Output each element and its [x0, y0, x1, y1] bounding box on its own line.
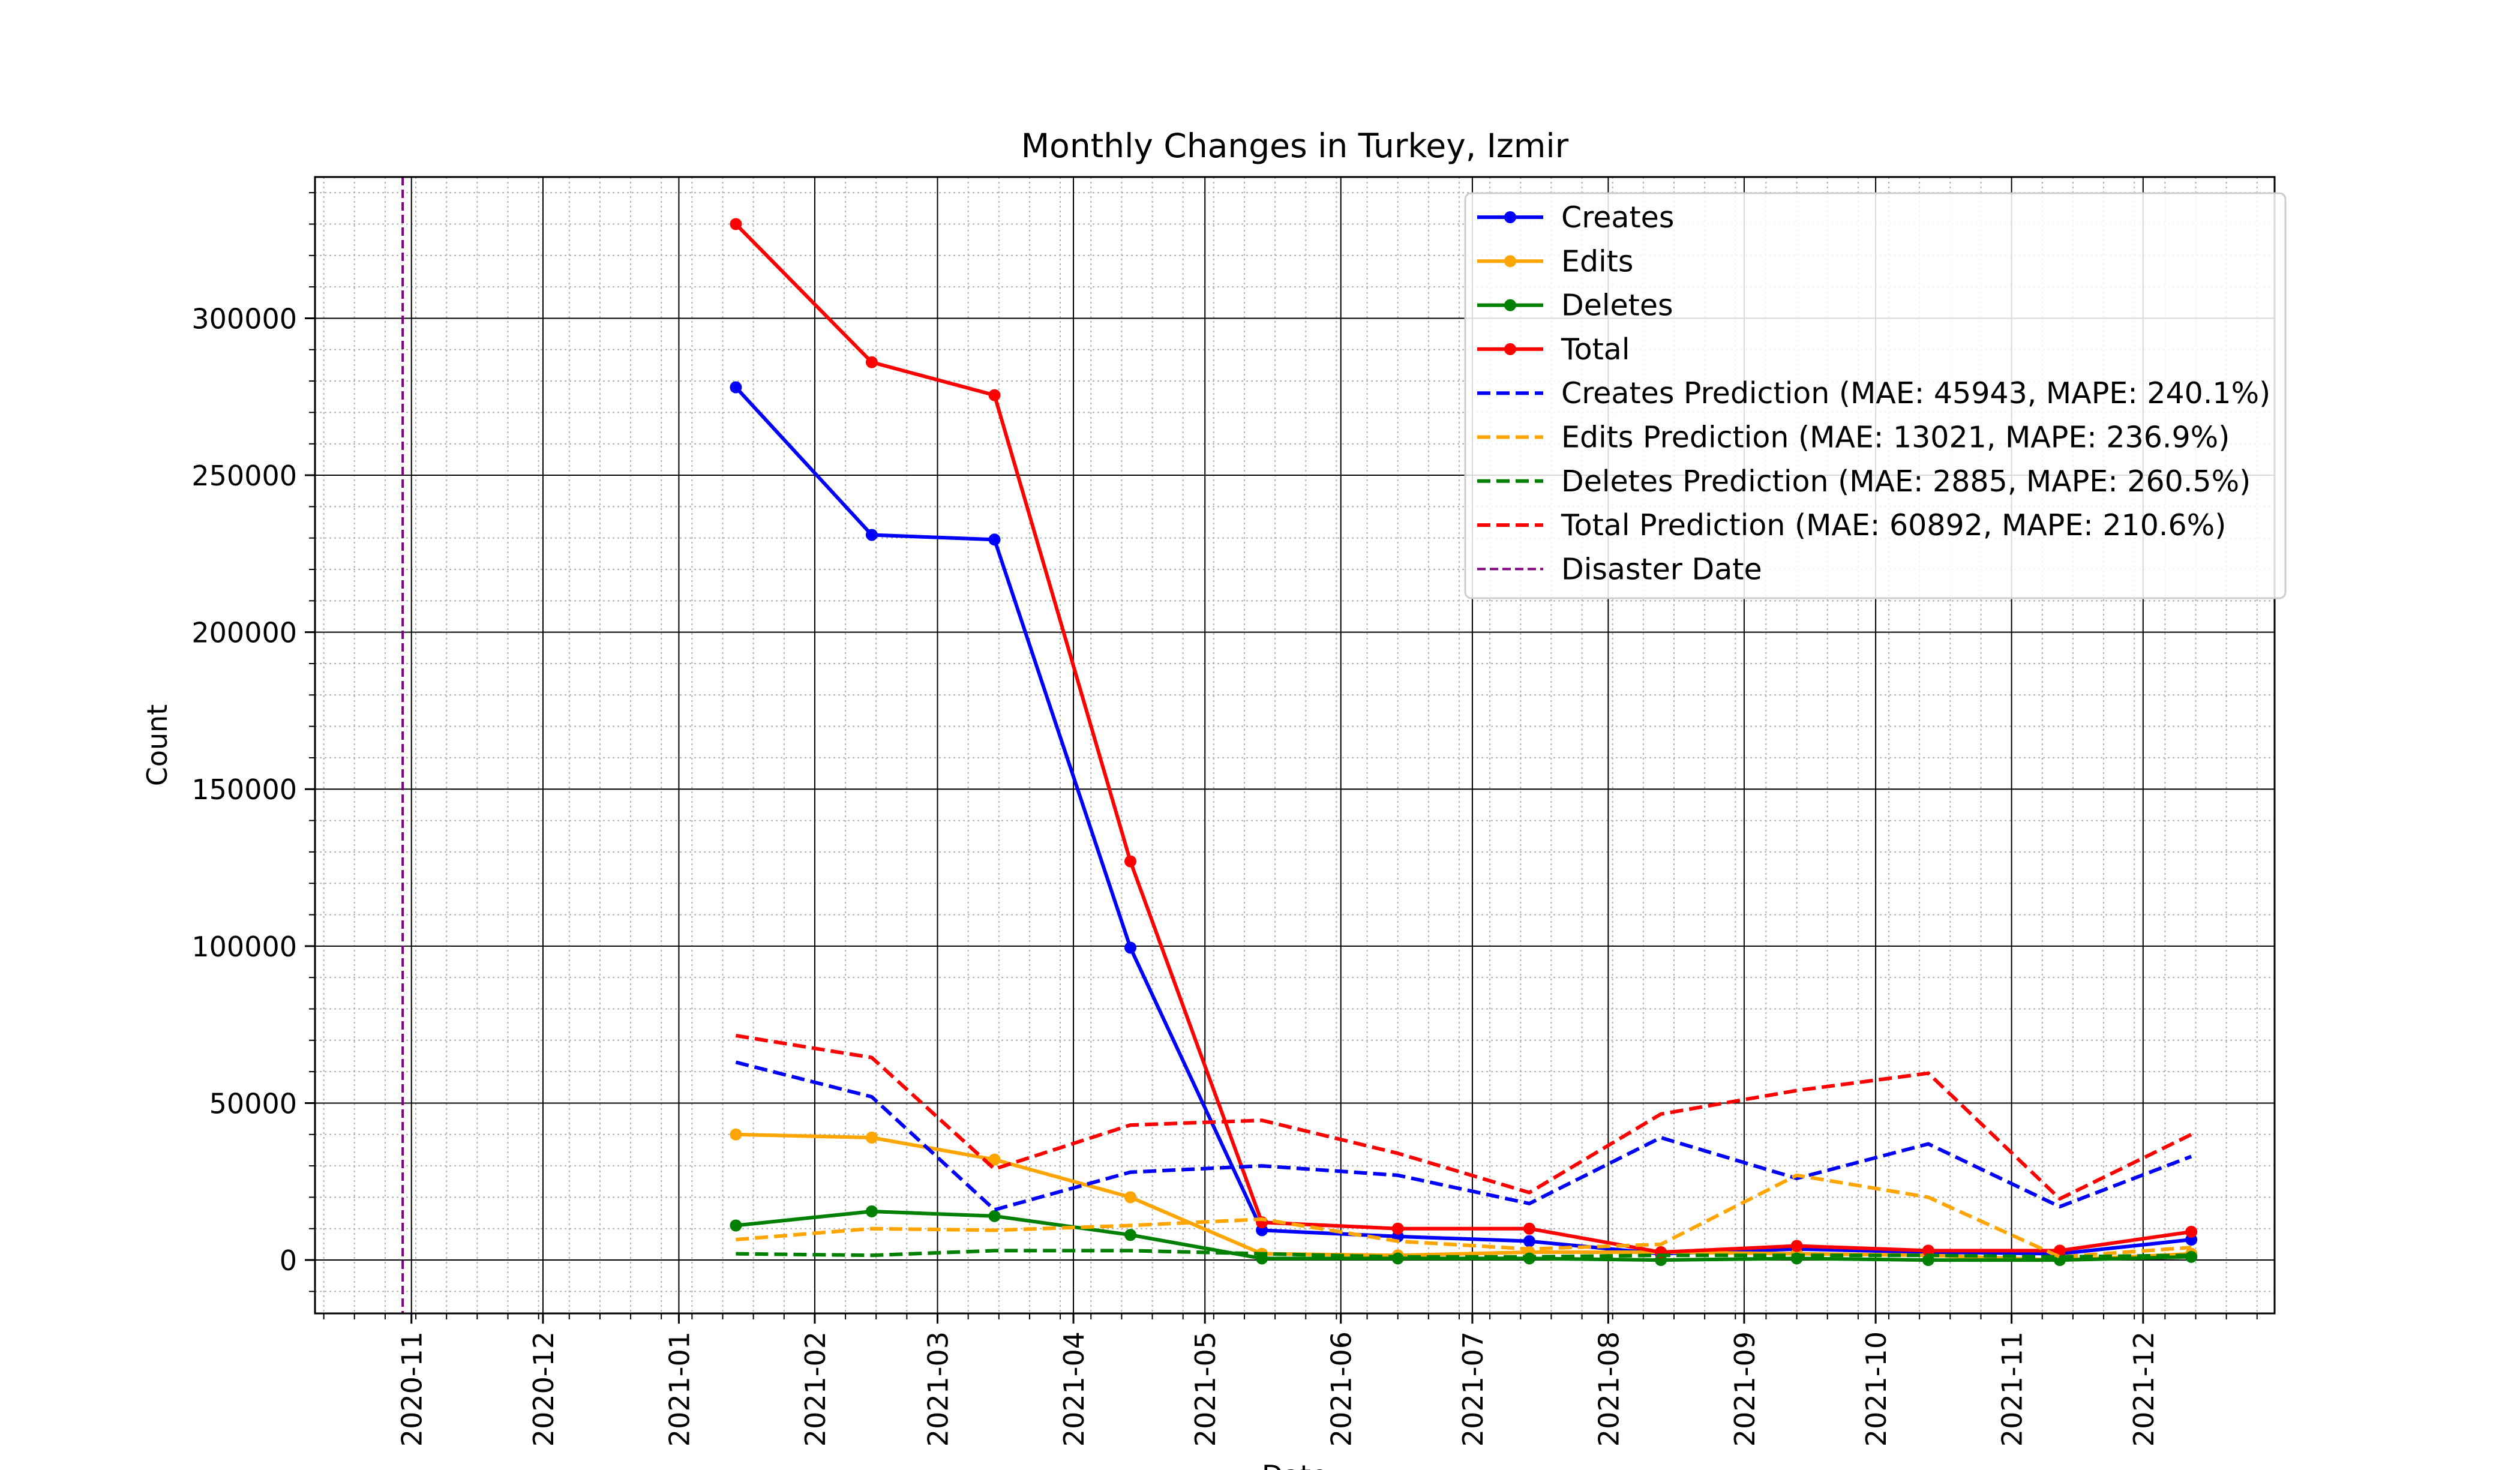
data-point	[988, 389, 1001, 401]
data-point	[865, 1205, 878, 1217]
legend-marker	[1504, 343, 1516, 355]
series-layer	[730, 218, 2198, 1267]
data-point	[988, 533, 1001, 546]
data-point	[730, 218, 742, 230]
x-tick-label: 2021-07	[1457, 1331, 1489, 1447]
x-tick-label: 2021-09	[1729, 1331, 1761, 1447]
y-tick-label: 0	[280, 1244, 297, 1277]
legend-box	[1464, 192, 2287, 599]
series-line	[735, 1060, 2192, 1212]
data-point	[865, 1132, 878, 1144]
data-point	[730, 1128, 742, 1141]
x-tick-label: 2021-08	[1592, 1331, 1625, 1447]
y-tick-label: 250000	[191, 460, 297, 492]
data-point	[988, 1210, 1001, 1222]
data-point	[1124, 1229, 1137, 1241]
legend-label: Deletes	[1561, 289, 1673, 323]
data-point	[1124, 941, 1137, 954]
y-tick-label: 50000	[209, 1087, 297, 1120]
legend-label: Deletes Prediction (MAE: 2885, MAPE: 260…	[1561, 464, 2251, 499]
y-tick-label: 200000	[191, 617, 297, 649]
series-line	[736, 1173, 2192, 1259]
series-line	[736, 1210, 2192, 1262]
series-line	[734, 223, 2192, 1254]
legend-label: Creates Prediction (MAE: 45943, MAPE: 24…	[1561, 376, 2270, 410]
x-tick-label: 2021-05	[1189, 1331, 1222, 1447]
legend-marker	[1504, 211, 1516, 223]
chart-title: Monthly Changes in Turkey, Izmir	[1021, 127, 1569, 165]
x-tick-label: 2021-06	[1325, 1331, 1358, 1447]
legend-label: Total Prediction (MAE: 60892, MAPE: 210.…	[1561, 508, 2226, 542]
series-line	[734, 386, 2192, 1256]
data-point	[1124, 855, 1137, 868]
data-point	[1523, 1235, 1535, 1247]
data-point	[865, 356, 878, 368]
x-axis-label: Date	[1262, 1459, 1328, 1470]
x-tick-label: 2021-01	[663, 1331, 695, 1447]
legend-label: Edits Prediction (MAE: 13021, MAPE: 236.…	[1561, 421, 2230, 455]
x-axis: 2020-11 2020-12 2021-01 2021-02 2021-03 2021-…	[323, 1313, 2258, 1447]
x-tick-label: 2021-10	[1860, 1331, 1892, 1447]
data-point	[1124, 1191, 1137, 1204]
x-tick-label: 2021-03	[922, 1331, 955, 1447]
legend-label: Edits	[1561, 244, 1633, 278]
x-tick-label: 2021-02	[799, 1331, 832, 1447]
y-axis-label: Count	[141, 704, 173, 787]
data-point	[1391, 1222, 1404, 1235]
y-axis: 0 50000 100000 150000 200000 250000 300000	[191, 192, 315, 1292]
data-point	[1790, 1240, 1803, 1252]
legend-marker	[1504, 299, 1516, 311]
x-tick-label: 2020-12	[527, 1331, 560, 1447]
y-tick-label: 150000	[191, 773, 297, 806]
data-point	[988, 1153, 1001, 1166]
y-tick-label: 300000	[191, 302, 297, 335]
series-line	[736, 1249, 2192, 1259]
x-tick-label: 2020-11	[396, 1331, 428, 1447]
data-point	[730, 381, 742, 394]
data-point	[1523, 1222, 1535, 1235]
data-point	[730, 1219, 742, 1232]
legend-label: Creates	[1561, 200, 1674, 235]
series-line	[735, 1034, 2192, 1201]
plot-frame	[314, 176, 2276, 1315]
y-tick-label: 100000	[191, 931, 297, 963]
x-tick-label: 2021-11	[1996, 1331, 2029, 1447]
legend-label: Disaster Date	[1561, 552, 1762, 586]
x-tick-label: 2021-04	[1058, 1331, 1090, 1447]
legend-label: Total	[1561, 332, 1630, 367]
legend-marker	[1504, 255, 1516, 268]
x-tick-label: 2021-12	[2128, 1331, 2160, 1447]
legend: Creates Edits Deletes Total Creates Predicti…	[1464, 192, 2287, 599]
data-point	[865, 529, 878, 541]
data-point	[2185, 1225, 2198, 1238]
